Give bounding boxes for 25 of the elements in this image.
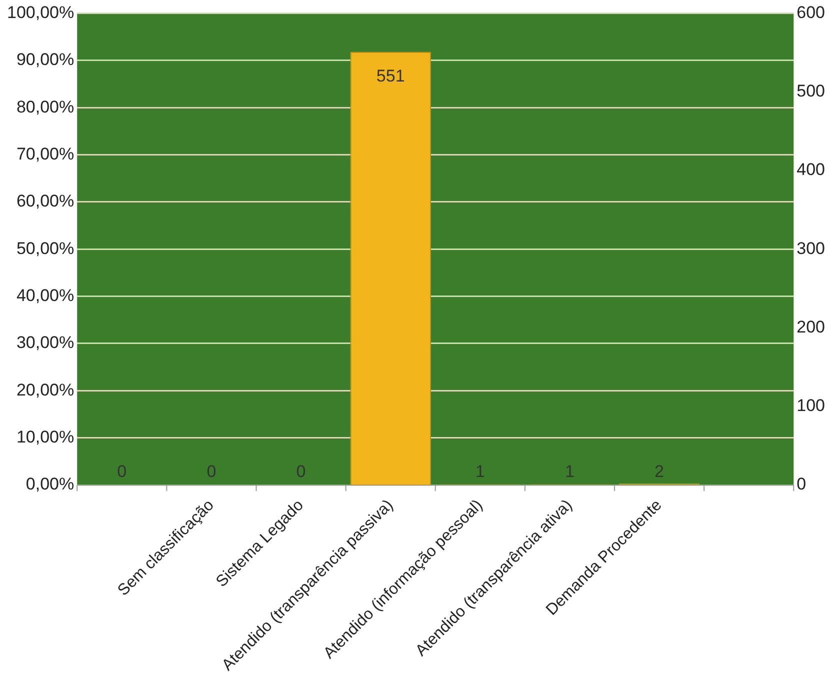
y-tick-label: 60,00% xyxy=(16,192,74,211)
y2-tick-label: 100 xyxy=(796,396,826,416)
y2-tick-label: 400 xyxy=(796,160,826,180)
data-label: 1 xyxy=(475,462,485,482)
y-tick-label: 100,00% xyxy=(6,2,74,22)
data-label: 2 xyxy=(654,462,664,482)
y-tick-label: 30,00% xyxy=(16,333,74,352)
y-tick-label: 90,00% xyxy=(16,50,74,70)
data-label: 1 xyxy=(564,462,574,482)
y-tick-label: 0,00% xyxy=(26,474,74,494)
data-label: 551 xyxy=(376,66,405,86)
y2-tick-label: 500 xyxy=(796,82,826,101)
y-tick-label: 10,00% xyxy=(16,428,74,447)
data-label: 0 xyxy=(206,462,216,482)
data-label: 0 xyxy=(296,462,306,482)
y2-tick-label: 0 xyxy=(796,474,806,494)
y-tick-label: 40,00% xyxy=(16,286,74,305)
data-label: 0 xyxy=(117,462,127,482)
y2-tick-label: 300 xyxy=(796,238,826,258)
y-tick-label: 50,00% xyxy=(16,238,74,258)
y-tick-label: 80,00% xyxy=(16,97,74,116)
y-tick-label: 20,00% xyxy=(16,380,74,400)
y2-tick-label: 600 xyxy=(796,2,826,22)
y-tick-label: 70,00% xyxy=(16,144,74,164)
y2-tick-label: 200 xyxy=(796,317,826,336)
